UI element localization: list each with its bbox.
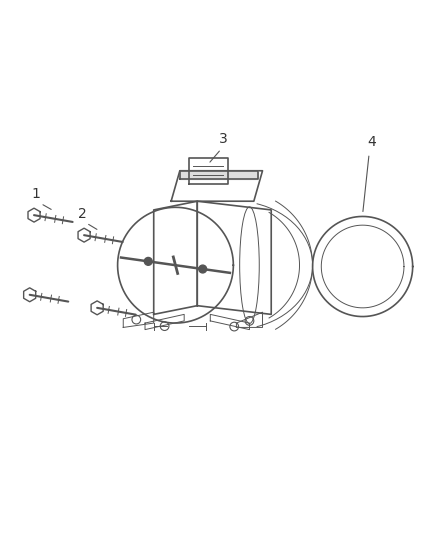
Text: 1: 1 bbox=[32, 187, 41, 201]
Circle shape bbox=[199, 265, 207, 273]
Text: 3: 3 bbox=[219, 132, 228, 146]
Text: 4: 4 bbox=[367, 135, 376, 149]
Text: 2: 2 bbox=[78, 207, 86, 221]
Polygon shape bbox=[180, 171, 258, 180]
Circle shape bbox=[145, 257, 152, 265]
